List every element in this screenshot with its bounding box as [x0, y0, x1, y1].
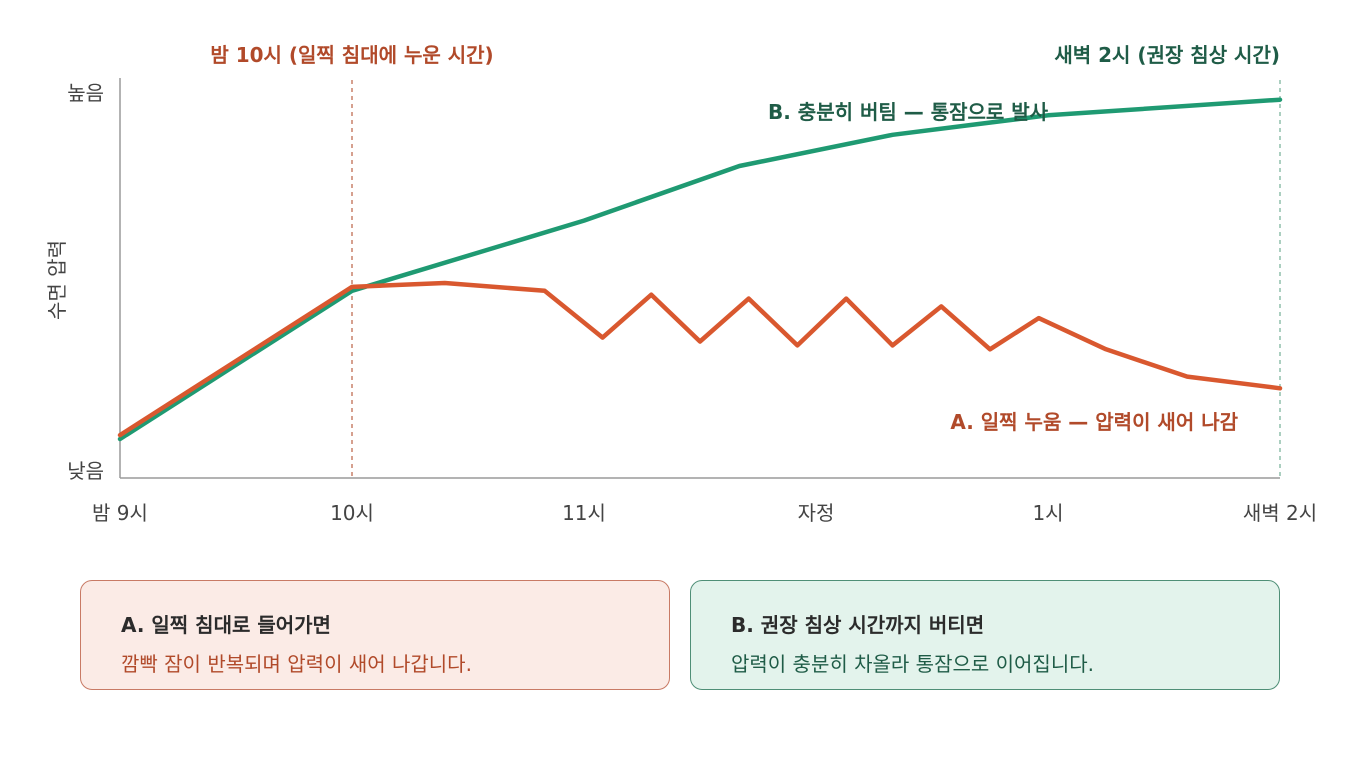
x-tick-label-3: 자정: [798, 501, 835, 525]
series-label-a: A. 일찍 누움 — 압력이 새어 나감: [950, 410, 1238, 434]
reference-label-2: 새벽 2시 (권장 침상 시간): [1054, 43, 1280, 67]
y-tick-label-high: 높음: [67, 81, 104, 105]
box-a-title: A. 일찍 침대로 들어가면: [121, 613, 331, 637]
x-tick-label-5: 새벽 2시: [1243, 501, 1317, 525]
y-tick-label-low: 낮음: [67, 459, 104, 483]
reference-label-1: 밤 10시 (일찍 침대에 누운 시간): [210, 43, 493, 67]
explanation-box-b: B. 권장 침상 시간까지 버티면 압력이 충분히 차올라 통잠으로 이어집니다…: [690, 580, 1280, 690]
x-tick-label-2: 11시: [562, 501, 606, 525]
series-label-b: B. 충분히 버팀 — 통잠으로 발사: [768, 100, 1049, 124]
x-tick-label-1: 10시: [330, 501, 374, 525]
x-tick-label-0: 밤 9시: [92, 501, 148, 525]
series-line-b: [117, 97, 1283, 442]
box-a-body: 깜빡 잠이 반복되며 압력이 새어 나갑니다.: [121, 652, 472, 676]
series-line-a: [117, 280, 1283, 438]
y-axis-label: 수면 압력: [45, 240, 69, 320]
box-b-title: B. 권장 침상 시간까지 버티면: [731, 613, 985, 637]
box-b-body: 압력이 충분히 차올라 통잠으로 이어집니다.: [731, 652, 1094, 676]
x-tick-label-4: 1시: [1032, 501, 1063, 525]
sleep-pressure-chart: 밤 10시 (일찍 침대에 누운 시간) 새벽 2시 (권장 침상 시간) 높음낮음…: [45, 43, 1317, 525]
explanation-box-a: A. 일찍 침대로 들어가면 깜빡 잠이 반복되며 압력이 새어 나갑니다.: [80, 580, 670, 690]
